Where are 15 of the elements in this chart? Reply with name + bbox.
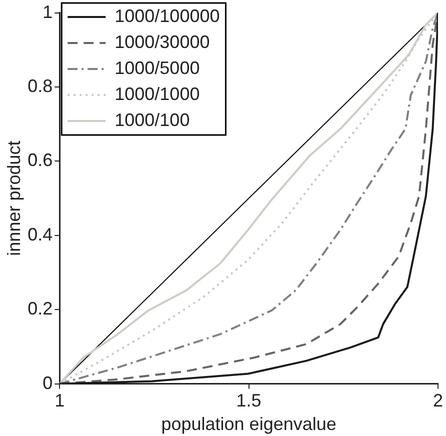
y-tick-label: 0.4 — [28, 224, 53, 244]
y-axis-title: innner product — [4, 140, 24, 256]
legend-label: 1000/30000 — [114, 32, 210, 52]
legend-label: 1000/5000 — [114, 58, 200, 78]
legend-label: 1000/1000 — [114, 84, 200, 104]
x-tick-label: 2 — [432, 390, 444, 411]
legend-label: 1000/100000 — [114, 6, 220, 26]
x-tick-label: 1.5 — [236, 390, 262, 411]
y-tick-label: 0.6 — [28, 150, 53, 170]
legend-label: 1000/100 — [114, 110, 190, 130]
y-tick-label: 1 — [42, 2, 53, 22]
y-tick-label: 0.2 — [28, 298, 53, 319]
y-tick-label: 0.8 — [28, 76, 53, 96]
x-axis-title: population eigenvalue — [161, 414, 336, 434]
y-tick-label: 0 — [42, 372, 53, 393]
